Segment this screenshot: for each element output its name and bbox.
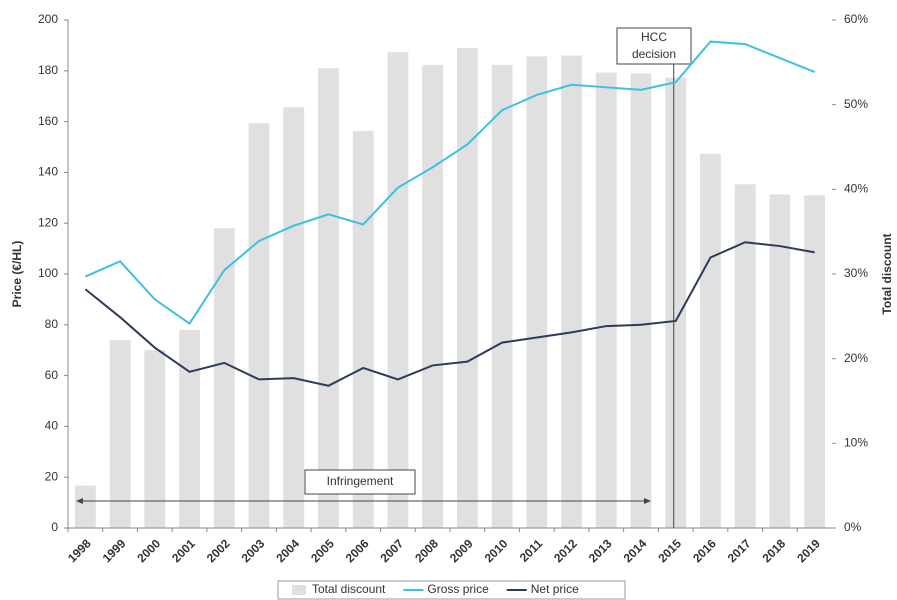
bar [283,107,305,528]
y-tick-label: 120 [38,215,58,229]
bar [561,55,582,529]
y-tick-label: 100 [38,266,58,280]
legend-box [277,580,626,600]
x-tick-label: 2012 [551,536,580,565]
y2-tick-label: 40% [844,182,868,196]
infringement-box [304,469,416,495]
legend-label: Net price [531,582,579,596]
y-tick-label: 160 [38,114,58,128]
x-tick-label: 2015 [655,536,684,565]
x-tick-label: 2004 [273,536,302,565]
x-tick-label: 2000 [134,536,163,565]
bar [109,340,131,528]
x-tick-label: 2001 [169,536,198,565]
bar [665,77,687,528]
hcc-label: HCC decision [632,30,676,61]
bar [491,64,513,528]
hcc-label-line: decision [632,47,676,61]
bar [74,485,96,528]
x-tick-label: 2006 [343,536,372,565]
legend-label: Total discount [312,582,386,596]
x-tick-label: 2019 [794,536,823,565]
y2-tick-label: 0% [844,520,862,534]
bar [213,228,235,528]
bar [422,64,444,528]
y-tick-label: 20 [45,469,59,483]
bar [387,52,409,528]
x-tick-label: 2016 [690,536,719,565]
x-tick-label: 2018 [759,536,788,565]
x-tick-label: 2011 [517,536,546,565]
y2-tick-label: 10% [844,436,868,450]
bar [456,47,478,528]
x-tick-label: 2013 [586,536,615,565]
bar [595,72,617,528]
legend-label: Gross price [427,582,489,596]
bar [179,329,200,528]
hcc-label-line: HCC [641,30,667,44]
y2-tick-label: 50% [844,97,868,111]
y-tick-label: 40 [45,419,59,433]
legend-swatch [292,585,306,595]
x-tick-label: 2014 [621,536,650,565]
x-tick-label: 1999 [100,536,129,565]
y-tick-label: 140 [38,165,58,179]
x-tick-label: 2008 [412,536,441,565]
bar [144,350,166,528]
bar [769,194,791,528]
arrow-head [76,498,83,504]
x-tick-label: 2003 [239,536,268,565]
y-tick-label: 200 [38,12,58,26]
line [84,40,816,325]
y-tick-label: 80 [45,317,59,331]
bar [700,153,721,529]
bar [804,195,826,528]
y-tick-label: 180 [38,63,58,77]
bar [248,123,270,528]
x-tick-label: 2009 [447,536,476,565]
x-tick-label: 2017 [725,536,754,565]
line [84,241,815,387]
infringement-label: Infringement [327,474,394,488]
x-tick-label: 2010 [482,536,511,565]
hcc-box [616,27,692,65]
bar [734,184,756,528]
y-tick-label: 0 [51,520,58,534]
y-axis-label: Price (€/HL) [10,241,24,308]
bar [630,73,652,528]
x-tick-label: 1998 [65,536,94,565]
x-tick-label: 2002 [204,536,233,565]
arrow-head [644,498,651,504]
y2-axis-label: Total discount [880,233,894,314]
y2-tick-label: 60% [844,12,868,26]
bar [526,56,548,528]
x-tick-label: 2005 [308,536,337,565]
bar [318,68,339,528]
x-tick-label: 2007 [377,536,406,565]
y2-tick-label: 30% [844,266,868,280]
y-tick-label: 60 [45,368,59,382]
y2-tick-label: 20% [844,351,868,365]
bar [352,130,374,528]
